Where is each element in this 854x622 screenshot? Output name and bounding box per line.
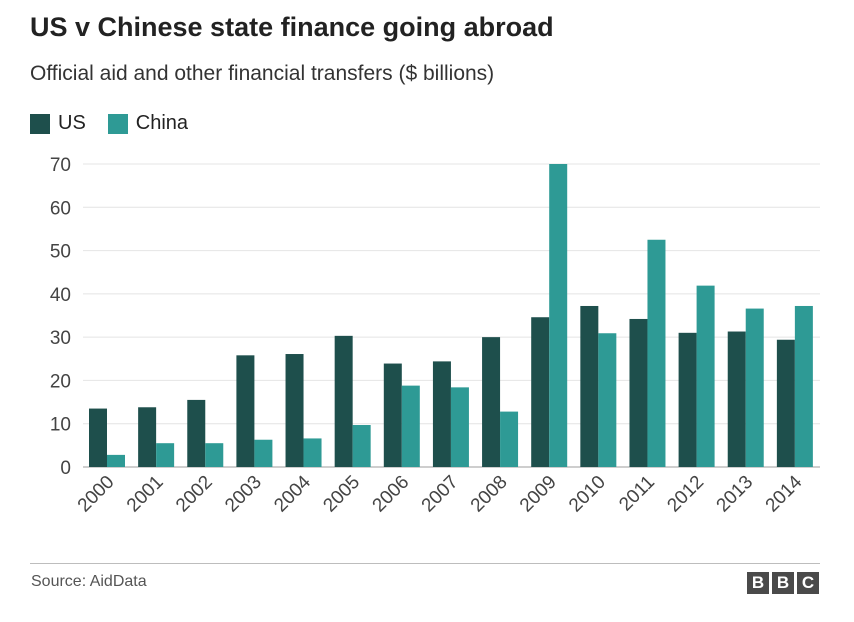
x-tick-label: 2005 bbox=[319, 472, 364, 517]
bar-us bbox=[727, 331, 746, 467]
x-tick-label: 2004 bbox=[270, 471, 315, 516]
legend-label-china: China bbox=[135, 112, 189, 134]
y-tick-label: 20 bbox=[50, 371, 71, 392]
y-tick-label: 0 bbox=[60, 458, 71, 479]
bar-us bbox=[138, 407, 157, 467]
chart-title: US v Chinese state finance going abroad bbox=[30, 12, 554, 42]
bbc-logo-letter: B bbox=[747, 572, 769, 594]
bbc-logo: B B C bbox=[744, 572, 819, 594]
bar-china bbox=[696, 285, 715, 467]
x-tick-label: 2013 bbox=[713, 472, 758, 517]
x-tick-label: 2008 bbox=[467, 472, 512, 517]
bar-us bbox=[580, 305, 599, 467]
bbc-logo-letter: B bbox=[772, 572, 794, 594]
bar-china bbox=[156, 443, 175, 467]
bar-china bbox=[549, 164, 568, 467]
x-tick-label: 2003 bbox=[221, 472, 266, 517]
x-tick-label: 2010 bbox=[565, 472, 610, 517]
bar-china bbox=[254, 439, 273, 467]
bar-china bbox=[794, 305, 813, 467]
bar-us bbox=[531, 317, 550, 467]
y-tick-label: 30 bbox=[50, 328, 71, 349]
bar-us bbox=[89, 408, 107, 467]
y-tick-label: 70 bbox=[50, 155, 71, 176]
x-tick-label: 2007 bbox=[418, 472, 463, 517]
bar-us bbox=[187, 399, 206, 467]
legend: US China bbox=[30, 112, 210, 135]
bar-china bbox=[205, 443, 224, 467]
y-tick-label: 50 bbox=[50, 242, 71, 263]
x-tick-label: 2006 bbox=[369, 472, 414, 517]
x-tick-label: 2011 bbox=[615, 472, 659, 516]
legend-swatch-china bbox=[107, 113, 128, 134]
bar-china bbox=[450, 387, 469, 467]
x-tick-label: 2001 bbox=[123, 472, 168, 517]
legend-item-us: US bbox=[30, 112, 86, 135]
bar-us bbox=[236, 355, 255, 467]
bar-us bbox=[383, 363, 402, 467]
bar-us bbox=[285, 354, 304, 467]
bar-china bbox=[598, 333, 617, 467]
x-tick-label: 2000 bbox=[74, 472, 119, 517]
bar-china bbox=[352, 425, 371, 467]
bar-us bbox=[629, 318, 648, 467]
legend-swatch-us bbox=[30, 113, 50, 134]
footer-divider bbox=[30, 563, 820, 564]
y-tick-label: 40 bbox=[50, 285, 71, 306]
source-note: Source: AidData bbox=[31, 573, 147, 590]
chart-subtitle: Official aid and other financial transfe… bbox=[30, 62, 495, 85]
bar-us bbox=[776, 339, 795, 467]
legend-label-us: US bbox=[58, 112, 86, 134]
x-tick-label: 2012 bbox=[663, 472, 708, 517]
bar-us bbox=[678, 332, 697, 467]
bar-china bbox=[401, 385, 420, 467]
bar-us bbox=[482, 337, 501, 467]
y-tick-label: 60 bbox=[50, 198, 71, 219]
bar-china bbox=[107, 454, 125, 467]
x-tick-label: 2002 bbox=[172, 472, 217, 517]
bar-us bbox=[334, 335, 353, 467]
y-tick-label: 10 bbox=[50, 415, 71, 436]
bar-us bbox=[432, 361, 451, 467]
x-tick-label: 2014 bbox=[762, 471, 807, 516]
bbc-logo-letter: C bbox=[797, 572, 819, 594]
bar-china bbox=[500, 411, 519, 467]
bar-china bbox=[303, 438, 322, 467]
bar-china bbox=[745, 308, 764, 467]
bar-china bbox=[647, 239, 666, 467]
x-tick-label: 2009 bbox=[516, 472, 561, 517]
legend-item-china: China bbox=[107, 112, 189, 135]
